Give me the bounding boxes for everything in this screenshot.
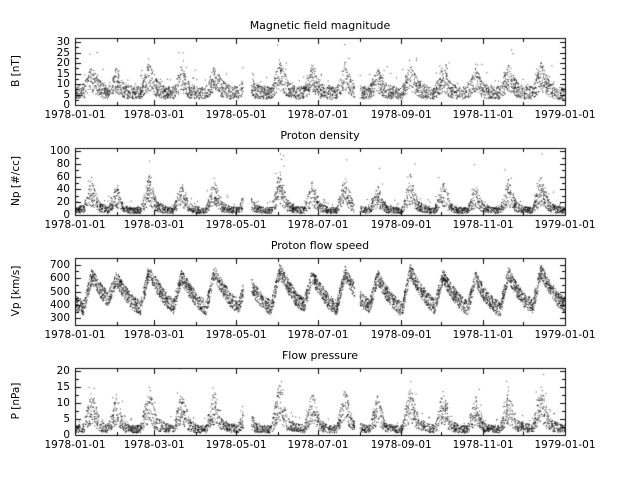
y-tick-label: 400: [49, 298, 70, 311]
y-tick-label: 100: [49, 145, 70, 158]
x-tick-label: 1978-03-01: [123, 439, 185, 451]
x-tick-label: 1978-11-01: [452, 439, 514, 451]
y-tick-label: 0: [63, 99, 70, 111]
y-tick-label: 20: [56, 57, 70, 70]
x-tick-label: 1979-01-01: [534, 109, 596, 121]
x-tick-label: 1978-07-01: [287, 219, 349, 231]
proton-flow-speed-plot-canvas: [0, 236, 640, 346]
x-tick-label: 1979-01-01: [534, 219, 596, 231]
x-tick-label: 1978-07-01: [287, 439, 349, 451]
panel-flow-pressure: Flow pressure P [nPa] 0 5 10 15 20 1978-01-01…: [0, 346, 640, 456]
x-tick-label: 1978-05-01: [205, 219, 267, 231]
y-tick-label: 5: [63, 88, 70, 101]
panel-proton-density: Proton density Np [#/cc] 0 20 40 60 80 100 197…: [0, 126, 640, 236]
x-tick-label: 1978-05-01: [205, 329, 267, 341]
x-tick-label: 1978-03-01: [123, 109, 185, 121]
y-tick-label: 20: [56, 365, 70, 378]
y-tick-label: 15: [56, 381, 70, 394]
y-tick-label: 0: [63, 209, 70, 221]
x-tick-label: 1978-11-01: [452, 109, 514, 121]
magnetic-field-plot-canvas: [0, 16, 640, 126]
x-tick-label: 1978-09-01: [370, 439, 432, 451]
panel-title-flow-pressure: Flow pressure: [281, 349, 359, 362]
y-tick-label: 60: [56, 170, 70, 183]
panel-title-magnetic-field: Magnetic field magnitude: [249, 19, 391, 32]
x-tick-label: 1978-11-01: [452, 219, 514, 231]
y-tick-label: 5: [63, 413, 70, 426]
y-tick-label: 80: [56, 157, 70, 170]
panel-title-proton-flow-speed: Proton flow speed: [270, 239, 370, 252]
x-tick-label: 1979-01-01: [534, 329, 596, 341]
x-tick-label: 1978-05-01: [205, 439, 267, 451]
y-tick-label: 40: [56, 183, 70, 196]
x-tick-label: 1978-01-01: [44, 439, 106, 451]
x-tick-label: 1978-01-01: [44, 329, 106, 341]
y-tick-label: 25: [56, 46, 70, 59]
y-tick-label: 300: [49, 312, 70, 325]
panel-magnetic-field: Magnetic field magnitude B [nT] 0 5 10 15 20…: [0, 16, 640, 126]
x-tick-label: 1978-09-01: [370, 219, 432, 231]
y-tick-label: 10: [56, 78, 70, 91]
flow-pressure-plot-canvas: [0, 346, 640, 456]
y-tick-label: 30: [56, 36, 70, 49]
x-tick-label: 1978-03-01: [123, 329, 185, 341]
y-tick-label: 600: [49, 272, 70, 285]
x-tick-label: 1978-09-01: [370, 329, 432, 341]
x-tick-label: 1978-07-01: [287, 109, 349, 121]
x-tick-label: 1978-11-01: [452, 329, 514, 341]
proton-density-plot-canvas: [0, 126, 640, 236]
panel-proton-flow-speed: Proton flow speed Vp [km/s] 300 400 500 600…: [0, 236, 640, 346]
y-tick-label: 0: [63, 429, 70, 441]
y-tick-label: 20: [56, 196, 70, 209]
x-tick-label: 1978-05-01: [205, 109, 267, 121]
panel-title-proton-density: Proton density: [280, 129, 360, 142]
x-tick-label: 1978-01-01: [44, 219, 106, 231]
x-tick-label: 1978-07-01: [287, 329, 349, 341]
x-tick-label: 1978-01-01: [44, 109, 106, 121]
y-tick-label: 15: [56, 67, 70, 80]
y-tick-label: 500: [49, 285, 70, 298]
x-tick-label: 1978-03-01: [123, 219, 185, 231]
y-tick-label: 10: [56, 397, 70, 410]
y-tick-label: 700: [49, 258, 70, 271]
x-tick-label: 1978-09-01: [370, 109, 432, 121]
x-tick-label: 1979-01-01: [534, 439, 596, 451]
